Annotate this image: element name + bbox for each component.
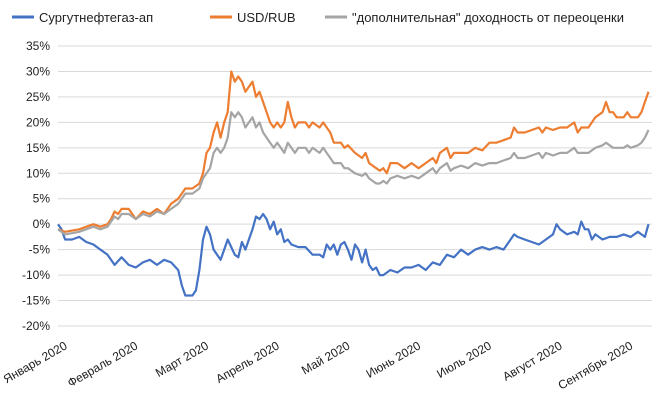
y-tick-label: 0% (33, 217, 51, 231)
y-tick-label: -20% (22, 319, 50, 333)
legend-label: "дополнительная" доходность от переоценк… (352, 10, 624, 25)
y-tick-label: 35% (26, 39, 50, 53)
y-tick-label: -15% (22, 294, 50, 308)
x-tick-label: Сентябрь 2020 (556, 338, 636, 392)
x-tick-label: Июль 2020 (434, 338, 494, 381)
x-tick-label: Апрель 2020 (213, 338, 282, 386)
y-tick-label: 15% (26, 141, 50, 155)
x-tick-label: Февраль 2020 (65, 338, 141, 390)
series-line (57, 70, 650, 233)
y-axis: -20% -15% -10% -5% 0% 5% 10% 15% 20% 25% 30% 35% (22, 39, 50, 333)
x-tick-label: Август 2020 (500, 338, 565, 383)
y-tick-label: -5% (29, 243, 51, 257)
y-tick-label: 10% (26, 166, 50, 180)
y-tick-label: 30% (26, 64, 50, 78)
y-tick-label: 5% (33, 192, 51, 206)
x-tick-label: Январь 2020 (1, 338, 70, 386)
series-line (57, 111, 650, 236)
legend-label: USD/RUB (237, 10, 296, 25)
x-tick-label: Май 2020 (299, 338, 353, 377)
legend-label: Сургутнефтегаз-ап (39, 10, 153, 25)
gridlines (58, 45, 652, 327)
series-lines (57, 70, 650, 297)
series-line (57, 212, 650, 297)
y-tick-label: 20% (26, 115, 50, 129)
y-tick-label: 25% (26, 90, 50, 104)
y-tick-label: -10% (22, 268, 50, 282)
x-tick-label: Март 2020 (153, 338, 211, 380)
x-tick-label: Июнь 2020 (364, 338, 424, 381)
legend: Сургутнефтегаз-ап USD/RUB "дополнительная"… (12, 10, 624, 25)
